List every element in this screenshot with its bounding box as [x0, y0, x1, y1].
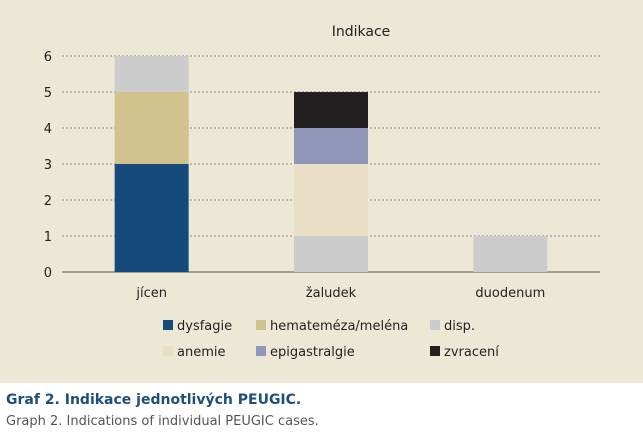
y-tick-label: 1: [44, 230, 52, 245]
legend-swatch: [163, 346, 173, 356]
legend-swatch: [256, 346, 266, 356]
legend-swatch: [256, 320, 266, 330]
y-tick-label: 5: [44, 86, 52, 101]
legend-swatch: [430, 346, 440, 356]
y-tick-label: 0: [44, 266, 52, 281]
caption-title: Graf 2. Indikace jednotlivých PEUGIC.: [6, 392, 302, 408]
chart-title: Indikace: [332, 24, 391, 40]
bar-segment: [114, 56, 189, 92]
legend-swatch: [163, 320, 173, 330]
chart-figure: Indikace 0 1 2 3 4 5 6 jícen žaludek duodenum dysfa…: [0, 0, 643, 383]
bar-segment: [114, 164, 189, 272]
legend-label: epigastralgie: [270, 345, 355, 360]
bar-segment: [294, 236, 368, 272]
legend-label: disp.: [444, 319, 475, 334]
legend-swatch: [430, 320, 440, 330]
bar-segment: [473, 236, 548, 272]
bar-segment: [294, 92, 368, 128]
caption-subtitle: Graph 2. Indications of individual PEUGI…: [6, 414, 319, 429]
y-tick-label: 3: [44, 158, 52, 173]
y-tick-label: 6: [44, 50, 52, 65]
bar-segment: [294, 128, 368, 164]
x-tick-label: žaludek: [306, 286, 357, 301]
x-tick-label: jícen: [135, 286, 167, 301]
x-tick-label: duodenum: [475, 286, 545, 301]
y-tick-label: 4: [44, 122, 52, 137]
y-tick-label: 2: [44, 194, 52, 209]
legend-label: zvracení: [444, 345, 499, 360]
bar-segment: [114, 92, 189, 164]
legend-label: anemie: [177, 345, 225, 360]
legend-label: dysfagie: [177, 319, 232, 334]
legend-label: hemateméza/meléna: [270, 319, 408, 334]
bar-segment: [294, 164, 368, 236]
chart-canvas: Indikace 0 1 2 3 4 5 6 jícen žaludek duodenum dysfa…: [44, 24, 600, 360]
